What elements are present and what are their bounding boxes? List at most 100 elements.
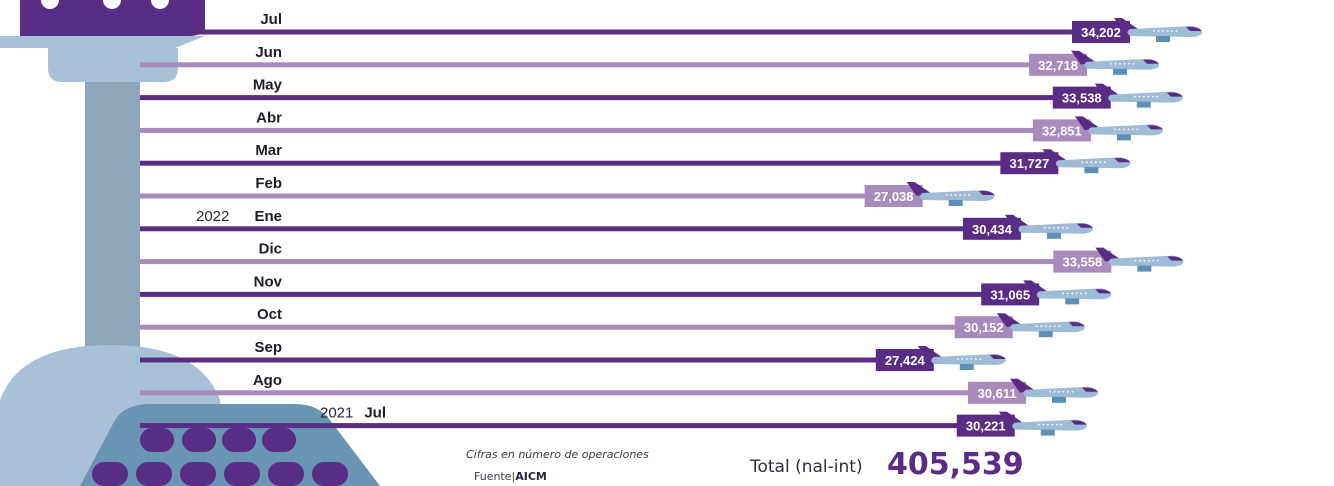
- airplane-window: [1103, 161, 1106, 164]
- airplane-engine: [1065, 298, 1080, 305]
- airplane-body: [931, 354, 1006, 365]
- value-label: 30,152: [964, 320, 1004, 335]
- airplane-window: [1123, 62, 1126, 65]
- tower-neck: [48, 48, 178, 82]
- airplane-window: [1075, 292, 1078, 295]
- airplane-window: [961, 358, 964, 360]
- airplane-window: [1133, 95, 1136, 98]
- airplane-tail: [1023, 280, 1048, 295]
- tower-illustration: [0, 0, 380, 486]
- airplane-window: [1060, 423, 1063, 426]
- airplane-body: [1108, 255, 1184, 267]
- total-label: Total (nal-int): [750, 457, 863, 477]
- airplane-icon: [1094, 83, 1183, 108]
- value-box: [956, 414, 1015, 437]
- airplane-window: [1062, 292, 1065, 295]
- airplane-window: [1049, 390, 1051, 393]
- airplane-nose: [1070, 420, 1087, 425]
- airplane-body: [1010, 321, 1085, 333]
- airplane-window: [1040, 325, 1043, 328]
- month-label: Sep: [254, 339, 282, 356]
- airplane-icon: [917, 346, 1006, 370]
- value-label: 30,611: [978, 386, 1017, 401]
- airplane-engine: [1038, 331, 1053, 338]
- airplane-tail: [1095, 247, 1120, 262]
- airplane-engine: [1040, 429, 1055, 436]
- tower-shaft: [85, 82, 140, 362]
- airplane-window: [1153, 30, 1155, 32]
- value-label: 33,538: [1062, 91, 1102, 106]
- airplane-icon: [1074, 116, 1163, 141]
- value-box: [968, 381, 1027, 404]
- value-label: 30,434: [972, 222, 1013, 237]
- airplane-window: [1157, 30, 1160, 32]
- bar: [140, 160, 1059, 166]
- airplane-tail: [1071, 50, 1096, 65]
- month-label: Mar: [255, 142, 282, 159]
- bar: [140, 29, 1130, 35]
- source-divider: |: [511, 470, 516, 483]
- airplane-tail: [1004, 214, 1029, 229]
- bars-layer: Jul 34,202 Jun 32,718 May 33,538 Abr 32,851 Mar 3…: [140, 11, 1202, 437]
- airplane-engine: [1156, 36, 1170, 42]
- airplane-window: [1042, 423, 1045, 426]
- airplane-window: [1127, 128, 1130, 131]
- month-label: Oct: [257, 306, 282, 323]
- month-label: Feb: [255, 175, 282, 192]
- airplane-window: [950, 194, 953, 196]
- airplane-window: [1080, 292, 1083, 295]
- bar: [140, 390, 1027, 396]
- airplane-window: [1037, 423, 1040, 426]
- airplane-window: [1114, 62, 1117, 65]
- month-label: Jul: [260, 11, 282, 28]
- value-label: 33,558: [1062, 255, 1102, 270]
- month-label: Ago: [253, 372, 282, 389]
- chart-source: Fuente|AICM: [474, 470, 547, 483]
- airplane-tail: [1042, 149, 1067, 164]
- airplane-nose: [1082, 387, 1099, 392]
- airplane-window: [1122, 128, 1125, 131]
- airplane-body: [1127, 26, 1202, 37]
- dome-window: [312, 462, 348, 486]
- airplane-window: [1156, 259, 1159, 262]
- year-label: 2021: [320, 405, 353, 422]
- airplane-window: [1058, 390, 1060, 393]
- month-label: May: [253, 77, 283, 94]
- airplane-nose: [1186, 26, 1202, 31]
- year-label: 2022: [196, 208, 229, 225]
- airplane-window: [1084, 292, 1087, 295]
- dome-window: [222, 428, 256, 452]
- airplane-window: [954, 194, 957, 196]
- value-label: 32,718: [1038, 58, 1078, 73]
- airplane-window: [1113, 128, 1116, 131]
- month-label: Ene: [254, 208, 282, 225]
- airplane-window: [1138, 259, 1141, 262]
- airplane-window: [1067, 390, 1069, 393]
- value-label: 27,038: [874, 189, 914, 204]
- month-label: Jun: [255, 44, 282, 61]
- airplane-nose: [1146, 125, 1163, 130]
- airplane-tail: [906, 182, 931, 196]
- bar: [140, 62, 1088, 68]
- airplane-icon: [1023, 280, 1112, 305]
- value-box: [1052, 86, 1111, 109]
- airplane-icon: [1071, 50, 1160, 75]
- airplane-tail: [917, 346, 942, 360]
- airplane-body: [1088, 124, 1163, 136]
- airplane-window: [945, 194, 948, 196]
- dome-window: [136, 462, 172, 486]
- airplane-icon: [996, 313, 1085, 338]
- airplane-tail: [1114, 18, 1138, 32]
- airplane-window: [1132, 62, 1135, 65]
- value-box: [954, 316, 1013, 339]
- airplane-window: [1175, 30, 1178, 32]
- airplane-window: [1062, 390, 1065, 393]
- airplane-window: [1066, 292, 1069, 295]
- airplane-engine: [1052, 396, 1067, 403]
- airplane-icon: [1010, 378, 1099, 403]
- airplane-icon: [1042, 149, 1131, 174]
- value-box: [864, 185, 923, 207]
- value-box: [981, 283, 1040, 306]
- chart-note: Cifras en número de operaciones: [466, 448, 649, 461]
